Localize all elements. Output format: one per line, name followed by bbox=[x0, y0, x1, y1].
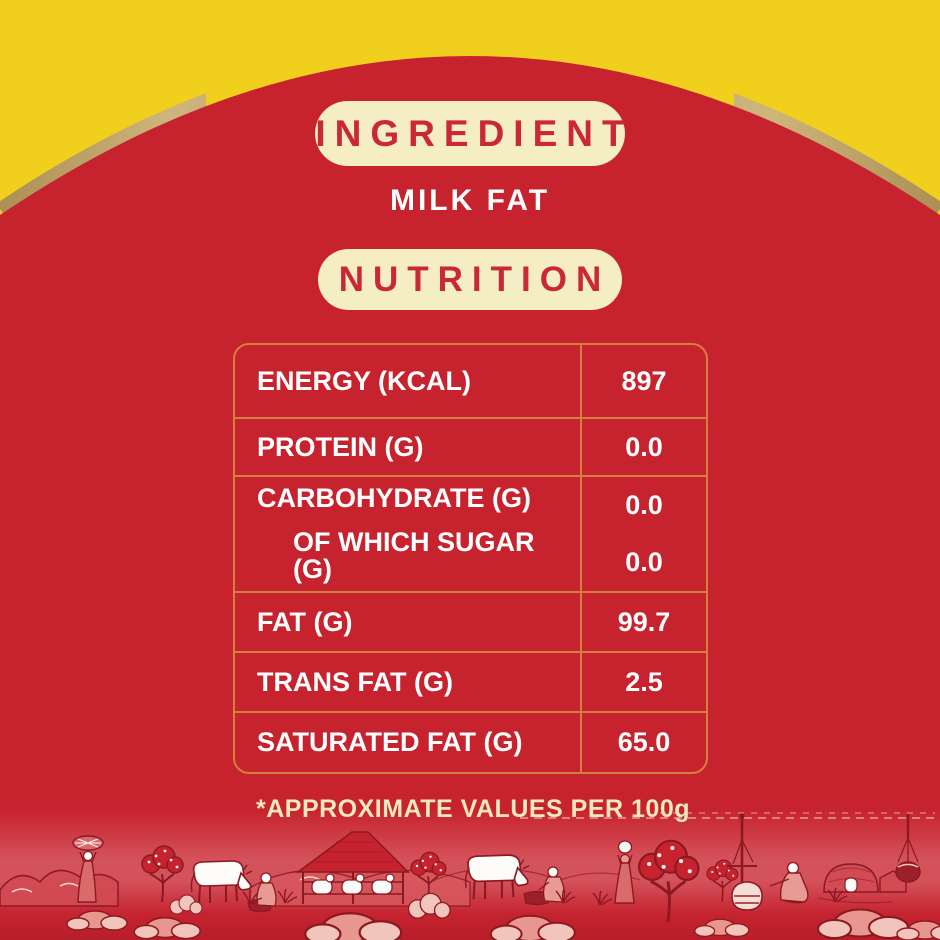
row-label: SATURATED FAT (G) bbox=[257, 727, 523, 757]
nutrition-table: ENERGY (KCAL) 897 PROTEIN (G) 0.0 CARBOH… bbox=[233, 343, 708, 774]
table-row: ENERGY (KCAL) 897 bbox=[235, 345, 706, 419]
table-footnote: *APPROXIMATE VALUES PER 100g bbox=[256, 795, 690, 823]
table-row: PROTEIN (G) 0.0 bbox=[235, 419, 706, 477]
table-row: SATURATED FAT (G) 65.0 bbox=[235, 713, 706, 772]
row-value: 0.0 bbox=[625, 490, 663, 520]
row-value: 99.7 bbox=[617, 606, 671, 637]
ingredient-badge-label: INGREDIENT bbox=[315, 112, 634, 154]
row-label: TRANS FAT (G) bbox=[257, 666, 453, 697]
woman-carrying-bundle-figure bbox=[72, 835, 104, 903]
row-label: ENERGY (KCAL) bbox=[257, 365, 472, 396]
table-row: FAT (G) 99.7 bbox=[235, 593, 706, 653]
woman-with-pot-figure bbox=[614, 840, 635, 904]
row-values: 99.7 bbox=[580, 593, 706, 651]
hanging-pot bbox=[895, 814, 921, 883]
row-labels: ENERGY (KCAL) bbox=[235, 345, 580, 417]
row-labels: CARBOHYDRATE (G) OF WHICH SUGAR (G) bbox=[235, 477, 580, 591]
table-row: CARBOHYDRATE (G) OF WHICH SUGAR (G) 0.0 0.… bbox=[235, 477, 706, 593]
cattle-shed bbox=[295, 831, 410, 904]
row-labels: FAT (G) bbox=[235, 593, 580, 651]
row-labels: PROTEIN (G) bbox=[235, 419, 580, 475]
row-values: 2.5 bbox=[580, 653, 706, 711]
row-labels: TRANS FAT (G) bbox=[235, 653, 580, 711]
row-label: OF WHICH SUGAR (G) bbox=[293, 526, 535, 584]
row-value: 0.0 bbox=[625, 431, 663, 462]
butter-churn bbox=[727, 813, 763, 911]
row-values: 0.0 bbox=[580, 419, 706, 475]
row-values: 0.0 0.0 bbox=[580, 477, 706, 591]
ingredient-badge: INGREDIENT bbox=[315, 101, 625, 166]
red-dome bbox=[0, 56, 940, 940]
nutrition-badge: NUTRITION bbox=[318, 249, 622, 310]
row-value: 0.0 bbox=[625, 547, 663, 577]
seated-woman-figure bbox=[769, 861, 809, 904]
row-values: 897 bbox=[580, 345, 706, 417]
row-value: 897 bbox=[621, 365, 667, 396]
row-label: CARBOHYDRATE (G) bbox=[257, 483, 531, 514]
row-value: 65.0 bbox=[617, 727, 671, 757]
calf-icon bbox=[341, 873, 365, 895]
row-values: 65.0 bbox=[580, 713, 706, 772]
calf-icon bbox=[311, 873, 335, 895]
calf-icon bbox=[371, 873, 395, 895]
row-labels: SATURATED FAT (G) bbox=[235, 713, 580, 772]
ingredient-value: MILK FAT bbox=[389, 184, 551, 217]
row-label: PROTEIN (G) bbox=[257, 431, 424, 462]
nutrition-badge-label: NUTRITION bbox=[338, 259, 611, 299]
table-row: TRANS FAT (G) 2.5 bbox=[235, 653, 706, 713]
row-value: 2.5 bbox=[625, 666, 663, 697]
village-huts bbox=[817, 863, 907, 904]
row-label: FAT (G) bbox=[257, 606, 353, 637]
village-illustration bbox=[0, 810, 940, 940]
